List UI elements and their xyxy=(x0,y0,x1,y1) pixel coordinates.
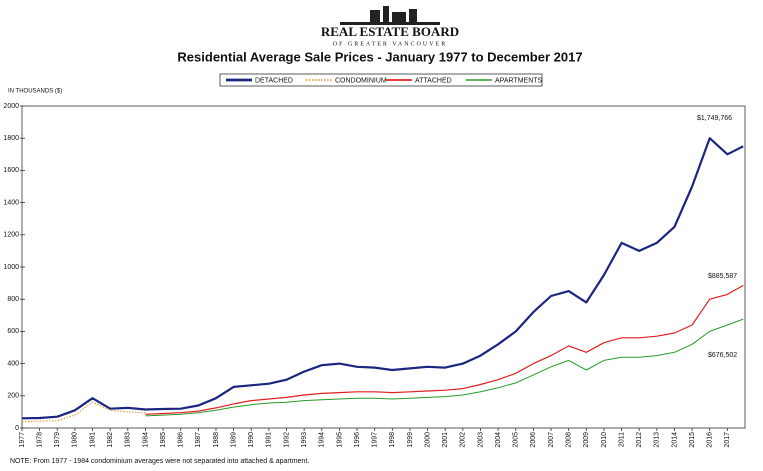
x-tick-label: 1999 xyxy=(407,432,414,448)
legend-label: DETACHED xyxy=(255,77,293,84)
x-tick-label: 2005 xyxy=(513,432,520,448)
x-tick-label: 2001 xyxy=(442,432,449,448)
x-tick-label: 2011 xyxy=(618,432,625,447)
x-tick-label: 2002 xyxy=(460,432,467,448)
x-tick-label: 1986 xyxy=(178,432,185,448)
y-tick-label: 1800 xyxy=(3,135,19,142)
logo-text: REAL ESTATE BOARD xyxy=(321,24,459,39)
x-tick-label: 1990 xyxy=(248,432,255,448)
x-tick-label: 1980 xyxy=(72,432,79,448)
x-tick-label: 2013 xyxy=(654,432,661,448)
legend xyxy=(219,73,543,87)
x-tick-label: 2010 xyxy=(601,432,608,448)
x-tick-label: 1979 xyxy=(54,432,61,448)
y-tick-label: 1200 xyxy=(3,232,19,239)
x-tick-label: 1978 xyxy=(36,432,43,448)
logo-skyline xyxy=(392,12,406,22)
annotation: $885,587 xyxy=(708,273,737,280)
logo-subtext: OF GREATER VANCOUVER xyxy=(333,41,447,47)
series-line xyxy=(21,137,744,420)
x-tick-label: 1985 xyxy=(160,432,167,448)
plot-frame xyxy=(21,105,746,429)
series-line xyxy=(145,318,744,417)
chart-title: Residential Average Sale Prices - Januar… xyxy=(177,49,582,64)
x-tick-label: 2015 xyxy=(689,432,696,448)
x-tick-label: 1981 xyxy=(89,432,96,448)
y-tick-label: 400 xyxy=(7,360,19,367)
x-tick-label: 1997 xyxy=(372,432,379,448)
x-tick-label: 1998 xyxy=(389,432,396,448)
x-tick-label: 2014 xyxy=(671,432,678,448)
y-axis-label: IN THOUSANDS ($) xyxy=(8,89,62,95)
logo: REAL ESTATE BOARD OF GREATER VANCOUVER xyxy=(321,6,459,47)
legend-label: APARTMENTS xyxy=(495,77,543,84)
logo-skyline xyxy=(383,6,389,22)
logo-skyline xyxy=(409,9,417,22)
x-tick-label: 1988 xyxy=(213,432,220,448)
legend-label: ATTACHED xyxy=(415,77,452,84)
x-tick-label: 2006 xyxy=(530,432,537,448)
annotation: $1,749,766 xyxy=(697,115,732,122)
x-tick-label: 1996 xyxy=(354,432,361,448)
x-tick-label: 2000 xyxy=(424,432,431,448)
x-tick-label: 1991 xyxy=(266,432,273,448)
series-line xyxy=(145,284,744,415)
x-tick-label: 2016 xyxy=(707,432,714,448)
x-tick-label: 2003 xyxy=(477,432,484,448)
y-tick-label: 800 xyxy=(7,296,19,303)
x-tick-label: 1987 xyxy=(195,432,202,448)
x-tick-label: 2017 xyxy=(724,432,731,448)
x-tick-label: 2012 xyxy=(636,432,643,448)
y-tick-label: 0 xyxy=(15,425,19,432)
note: NOTE: From 1977 - 1984 condominium avera… xyxy=(10,458,309,465)
y-tick-label: 600 xyxy=(7,328,19,335)
x-tick-label: 2007 xyxy=(548,432,555,448)
x-tick-label: 1977 xyxy=(19,432,26,448)
x-tick-label: 1982 xyxy=(107,432,114,448)
x-tick-label: 2008 xyxy=(566,432,573,448)
logo-bar xyxy=(340,22,440,25)
legend-label: CONDOMINIUM xyxy=(335,77,387,84)
logo-skyline xyxy=(370,10,380,22)
x-tick-label: 2009 xyxy=(583,432,590,448)
x-tick-label: 2004 xyxy=(495,432,502,448)
x-tick-label: 1992 xyxy=(283,432,290,448)
y-tick-label: 1000 xyxy=(3,264,19,271)
x-tick-label: 1995 xyxy=(336,432,343,448)
y-tick-label: 200 xyxy=(7,393,19,400)
y-tick-label: 2000 xyxy=(3,103,19,110)
y-tick-label: 1600 xyxy=(3,167,19,174)
x-tick-label: 1993 xyxy=(301,432,308,448)
annotation: $676,502 xyxy=(708,352,737,359)
x-tick-label: 1994 xyxy=(319,432,326,448)
y-tick-label: 1400 xyxy=(3,199,19,206)
x-tick-label: 1989 xyxy=(230,432,237,448)
x-tick-label: 1984 xyxy=(142,432,149,448)
x-tick-label: 1983 xyxy=(125,432,132,448)
